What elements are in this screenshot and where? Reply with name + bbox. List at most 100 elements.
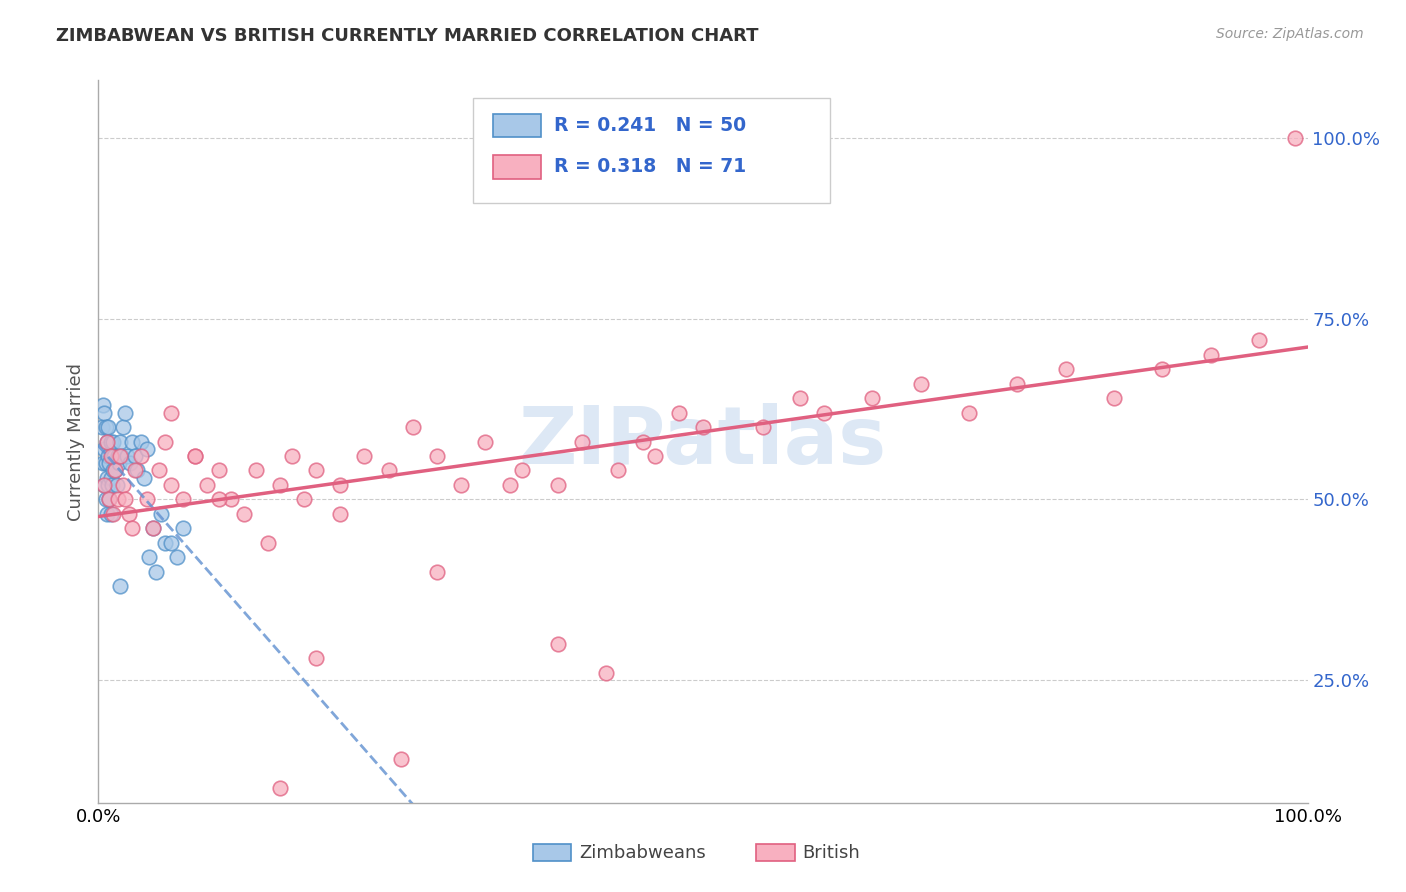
- Point: [1199, 348, 1222, 362]
- Point: [127, 463, 149, 477]
- Point: [93, 442, 115, 456]
- Point: [129, 449, 152, 463]
- Point: [860, 391, 883, 405]
- Point: [208, 492, 231, 507]
- Point: [1007, 376, 1029, 391]
- Point: [97, 478, 120, 492]
- Text: R = 0.318   N = 71: R = 0.318 N = 71: [554, 158, 747, 177]
- Point: [160, 535, 183, 549]
- Point: [91, 420, 114, 434]
- Point: [96, 470, 118, 484]
- Text: Zimbabweans: Zimbabweans: [579, 844, 706, 862]
- Point: [110, 449, 132, 463]
- Point: [607, 463, 630, 477]
- Point: [96, 434, 118, 449]
- Point: [426, 565, 449, 579]
- Point: [98, 492, 121, 507]
- Point: [668, 406, 690, 420]
- Point: [94, 420, 117, 434]
- Point: [172, 521, 194, 535]
- Point: [426, 449, 449, 463]
- Point: [281, 449, 304, 463]
- Point: [121, 521, 143, 535]
- Point: [692, 420, 714, 434]
- Point: [96, 434, 118, 449]
- Point: [1102, 391, 1125, 405]
- Point: [450, 478, 472, 492]
- Point: [150, 507, 173, 521]
- Point: [510, 463, 533, 477]
- Point: [631, 434, 654, 449]
- Point: [108, 579, 131, 593]
- Point: [101, 507, 124, 521]
- Point: [108, 456, 131, 470]
- Point: [498, 478, 520, 492]
- Point: [1152, 362, 1174, 376]
- Point: [107, 492, 129, 507]
- Point: [1284, 131, 1306, 145]
- Point: [957, 406, 980, 420]
- Point: [97, 449, 120, 463]
- Point: [101, 434, 124, 449]
- Point: [124, 449, 146, 463]
- Point: [114, 406, 136, 420]
- Point: [644, 449, 666, 463]
- Point: [153, 535, 176, 549]
- Point: [160, 478, 183, 492]
- Point: [389, 752, 412, 766]
- Point: [148, 463, 170, 477]
- Point: [910, 376, 932, 391]
- Point: [100, 449, 122, 463]
- Point: [100, 507, 122, 521]
- Point: [1054, 362, 1077, 376]
- Point: [105, 478, 128, 492]
- Point: [121, 434, 143, 449]
- Point: [184, 449, 207, 463]
- Point: [134, 470, 156, 484]
- Point: [547, 637, 569, 651]
- Point: [108, 449, 131, 463]
- Text: British: British: [803, 844, 860, 862]
- FancyBboxPatch shape: [474, 98, 830, 203]
- Point: [269, 781, 291, 796]
- Point: [98, 456, 121, 470]
- Point: [377, 463, 399, 477]
- Text: Source: ZipAtlas.com: Source: ZipAtlas.com: [1216, 27, 1364, 41]
- Point: [118, 507, 141, 521]
- Point: [104, 463, 127, 477]
- Point: [195, 478, 218, 492]
- Text: ZIMBABWEAN VS BRITISH CURRENTLY MARRIED CORRELATION CHART: ZIMBABWEAN VS BRITISH CURRENTLY MARRIED …: [56, 27, 759, 45]
- Point: [100, 470, 122, 484]
- Point: [93, 406, 115, 420]
- Point: [111, 420, 134, 434]
- Point: [474, 434, 496, 449]
- Point: [142, 521, 165, 535]
- Point: [292, 492, 315, 507]
- Point: [94, 492, 117, 507]
- Point: [166, 550, 188, 565]
- FancyBboxPatch shape: [492, 155, 541, 178]
- Point: [329, 507, 352, 521]
- Point: [93, 478, 115, 492]
- Point: [145, 565, 167, 579]
- Point: [135, 492, 157, 507]
- FancyBboxPatch shape: [756, 844, 794, 862]
- Point: [117, 449, 139, 463]
- FancyBboxPatch shape: [533, 844, 571, 862]
- Point: [269, 478, 291, 492]
- Point: [100, 478, 122, 492]
- Point: [108, 434, 131, 449]
- Point: [172, 492, 194, 507]
- Point: [101, 463, 124, 477]
- Point: [221, 492, 243, 507]
- Point: [138, 550, 160, 565]
- Point: [104, 463, 127, 477]
- Point: [160, 406, 183, 420]
- Point: [98, 492, 121, 507]
- Point: [353, 449, 375, 463]
- Point: [232, 507, 254, 521]
- Point: [107, 449, 129, 463]
- Point: [402, 420, 425, 434]
- Point: [114, 492, 136, 507]
- Point: [91, 456, 114, 470]
